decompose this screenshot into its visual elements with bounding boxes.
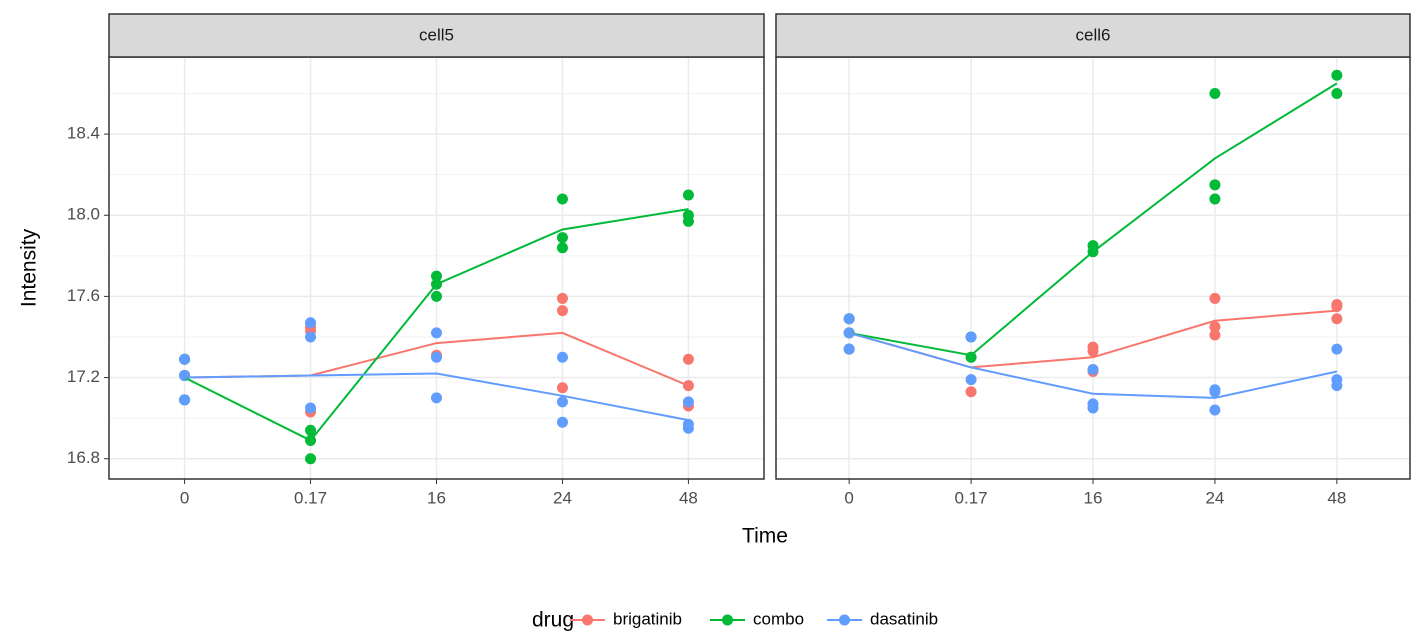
panel: cell5 (108, 13, 765, 480)
data-point (1209, 88, 1221, 100)
legend-label: dasatinib (870, 609, 938, 628)
legend-key-point (722, 614, 733, 626)
data-point (556, 351, 568, 363)
y-axis-title: Intensity (18, 228, 41, 307)
data-point (1209, 321, 1221, 333)
strip (775, 13, 1411, 58)
data-point (556, 416, 568, 428)
data-point (1087, 402, 1099, 414)
y-tick-label: 18.4 (67, 124, 100, 143)
legend-key-point (582, 614, 593, 626)
mean-line (184, 208, 689, 442)
data-point (556, 382, 568, 394)
strip-label: cell6 (1076, 25, 1111, 44)
data-point (1209, 386, 1221, 398)
data-point (1331, 301, 1343, 313)
data-point (556, 242, 568, 254)
strip (108, 13, 765, 58)
data-point (682, 396, 694, 408)
data-point (1209, 292, 1221, 304)
legend-title: drug (532, 609, 574, 632)
data-point (556, 193, 568, 205)
data-point (1331, 88, 1343, 100)
legend-label: combo (753, 609, 804, 628)
x-tick-label: 0 (180, 488, 189, 507)
mean-line (848, 331, 1338, 399)
data-point (1331, 69, 1343, 81)
data-point (1331, 380, 1343, 392)
legend-label: brigatinib (613, 609, 682, 628)
data-point (556, 292, 568, 304)
data-point (1087, 363, 1099, 375)
y-tick-label: 17.2 (67, 367, 100, 386)
x-tick-label: 16 (1084, 488, 1103, 507)
x-tick-label: 24 (1205, 488, 1224, 507)
y-tick-label: 17.6 (67, 286, 100, 305)
panel: cell6 (775, 13, 1411, 480)
legend-key-point (839, 614, 850, 626)
data-point (1087, 345, 1099, 357)
data-point (965, 351, 977, 363)
x-tick-label: 0.17 (955, 488, 988, 507)
data-point (305, 402, 317, 414)
data-point (965, 374, 977, 386)
mean-line (184, 372, 689, 422)
data-point (682, 353, 694, 365)
data-point (179, 394, 191, 406)
data-point (556, 305, 568, 317)
x-tick-label: 48 (1327, 488, 1346, 507)
x-tick-label: 48 (679, 488, 698, 507)
data-point (305, 331, 317, 343)
data-point (682, 215, 694, 227)
x-tick-label: 24 (553, 488, 572, 507)
data-point (305, 317, 317, 329)
data-point (556, 232, 568, 244)
data-point (1209, 329, 1221, 341)
data-point (431, 290, 442, 302)
data-point (431, 351, 442, 363)
data-point (1331, 313, 1343, 325)
x-tick-label: 0 (844, 488, 853, 507)
data-point (1331, 343, 1343, 355)
x-axis-title: Time (742, 525, 788, 548)
data-point (305, 453, 317, 465)
data-point (682, 189, 694, 201)
data-point (1209, 404, 1221, 416)
data-point (843, 343, 855, 355)
y-tick-label: 18.0 (67, 205, 100, 224)
strip-label: cell5 (419, 25, 454, 44)
data-point (556, 396, 568, 408)
data-point (965, 331, 977, 343)
data-point (965, 386, 977, 398)
data-point (431, 270, 442, 282)
data-point (305, 424, 317, 436)
data-point (1209, 193, 1221, 205)
data-point (431, 327, 442, 339)
data-point (682, 422, 694, 434)
data-point (1209, 179, 1221, 191)
x-tick-label: 16 (427, 488, 446, 507)
data-point (843, 313, 855, 325)
y-tick-label: 16.8 (67, 448, 100, 467)
x-tick-label: 0.17 (294, 488, 327, 507)
mean-line (848, 82, 1338, 357)
data-point (431, 392, 442, 404)
data-point (179, 353, 191, 365)
